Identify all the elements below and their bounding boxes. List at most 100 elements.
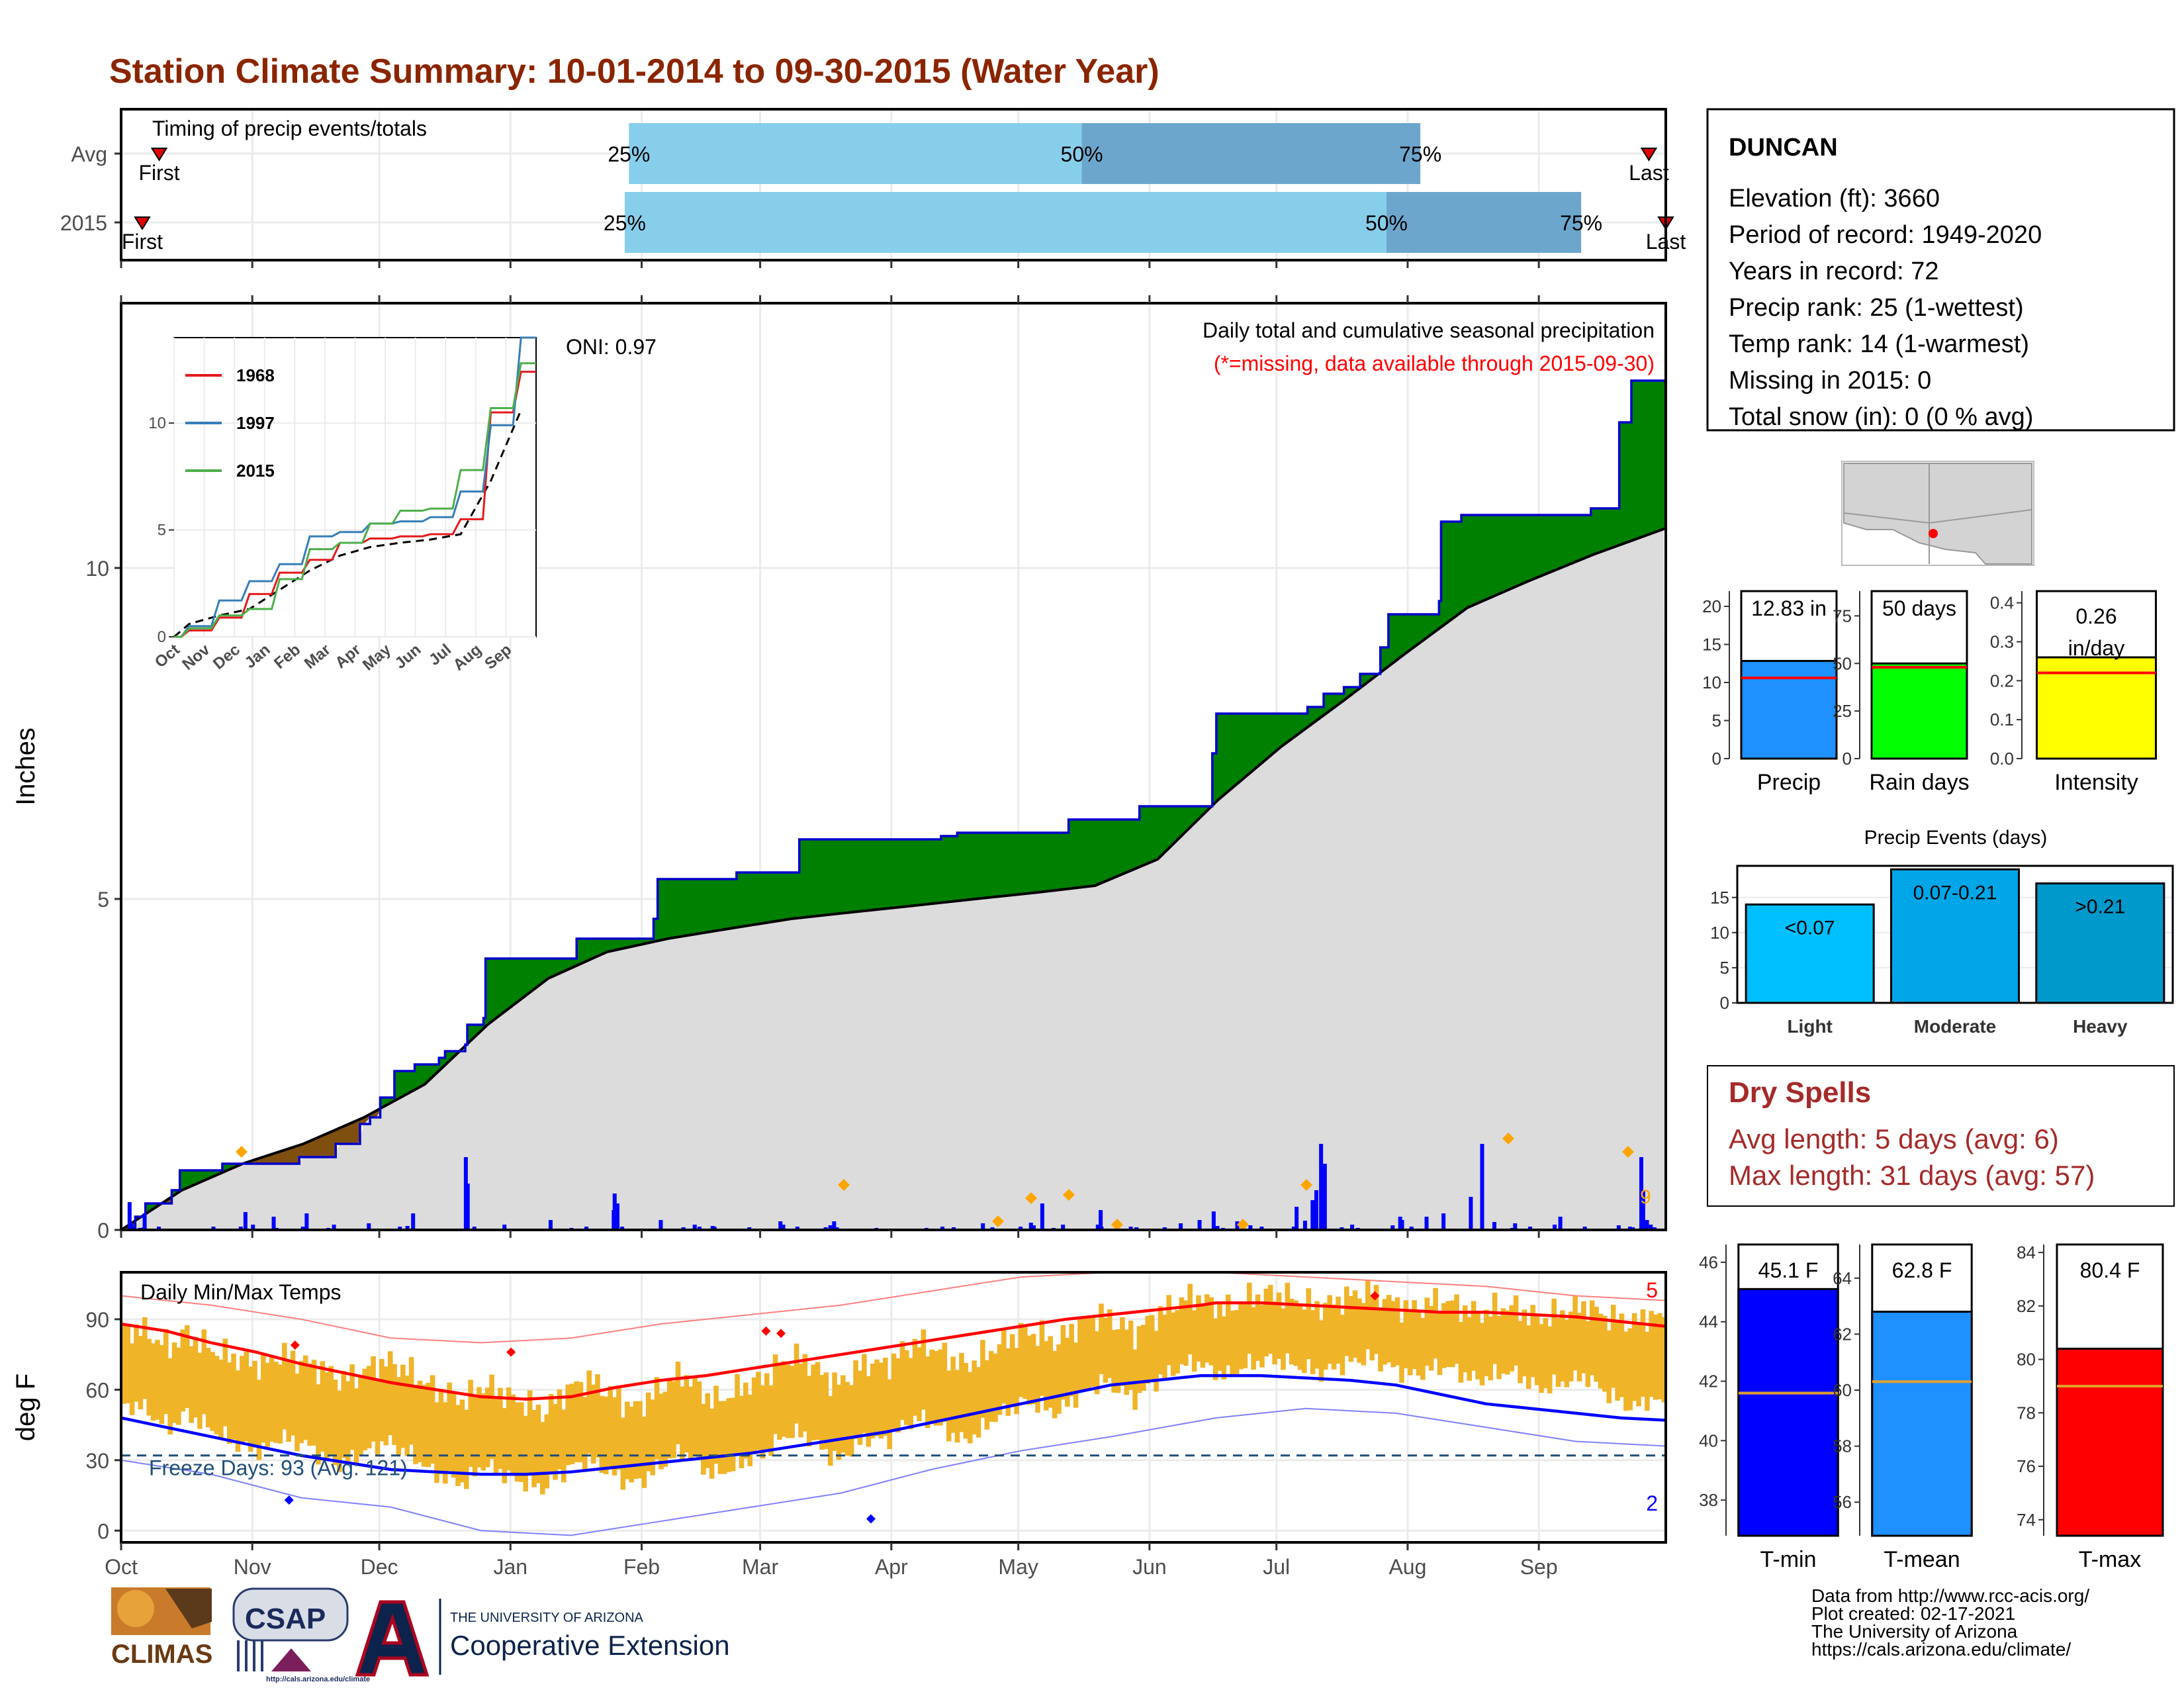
daily-precip-bar — [1528, 1227, 1533, 1230]
daily-temp-bar — [1136, 1326, 1142, 1393]
daily-temp-bar — [404, 1376, 410, 1456]
climas-logo: CLIMAS — [111, 1587, 212, 1669]
q25-label: 25% — [604, 211, 646, 235]
small-y-tick-label: 40 — [1699, 1430, 1718, 1450]
small-y-tick-label: 42 — [1699, 1372, 1718, 1391]
cumulative-area — [121, 529, 1666, 1230]
events-bar — [1745, 903, 1875, 1004]
events-y-tick-label: 10 — [1710, 923, 1729, 943]
daily-precip-bar — [1649, 1225, 1653, 1230]
daily-temp-bar — [993, 1353, 998, 1423]
summary-bar-charts: 0 5 10 15 20 12.83 in Precip 0 25 50 75 50 days Rain… — [1702, 590, 2157, 795]
daily-precip-bar — [1582, 1227, 1587, 1230]
daily-temp-bar — [1576, 1313, 1582, 1382]
daily-temp-bar — [163, 1329, 169, 1415]
daily-temp-bar — [701, 1403, 706, 1475]
daily-temp-bar — [811, 1364, 816, 1440]
daily-temp-bar — [375, 1380, 381, 1457]
daily-temp-bar — [1120, 1317, 1125, 1386]
first-marker — [134, 216, 151, 230]
daily-temp-bar — [311, 1360, 317, 1446]
small-y-tick-label: 10 — [1702, 673, 1721, 692]
daily-temp-bar — [1399, 1322, 1404, 1383]
daily-temp-bar — [557, 1389, 563, 1470]
daily-temp-bar — [1433, 1288, 1438, 1359]
daily-temp-bar — [1221, 1316, 1227, 1380]
daily-temp-bar — [1149, 1315, 1155, 1382]
daily-temp-bar — [1525, 1325, 1531, 1389]
events-y-tick-label: 5 — [1720, 958, 1729, 978]
daily-temp-bar — [1234, 1309, 1240, 1374]
daily-temp-bar — [1378, 1310, 1383, 1372]
daily-temp-bar — [295, 1374, 300, 1452]
daily-temp-bar — [484, 1387, 490, 1468]
daily-precip-bar — [692, 1225, 697, 1230]
month-tick-label: May — [998, 1555, 1038, 1579]
events-bar-label: >0.21 — [2075, 896, 2125, 918]
daily-precip-bar — [1061, 1225, 1066, 1230]
daily-precip-bar — [548, 1220, 553, 1230]
month-tick-label: Nov — [234, 1555, 271, 1579]
daily-temp-bar — [921, 1329, 927, 1410]
daily-temp-bar — [862, 1354, 867, 1433]
daily-temp-bar — [197, 1352, 203, 1429]
daily-temp-bar — [1581, 1301, 1586, 1374]
daily-temp-bar — [1179, 1297, 1185, 1364]
small-y-tick-label: 74 — [2017, 1510, 2036, 1530]
first-label: First — [122, 230, 163, 254]
daily-temp-bar — [1572, 1295, 1578, 1371]
daily-temp-bar — [1297, 1305, 1303, 1370]
daily-temp-bar — [290, 1350, 296, 1436]
daily-temp-bar — [688, 1386, 694, 1462]
month-tick-label: Jun — [1132, 1555, 1167, 1579]
daily-temp-bar — [1547, 1326, 1553, 1393]
month-tick-label: Mar — [742, 1555, 778, 1579]
daily-temp-bar — [1242, 1303, 1248, 1369]
station-line: Elevation (ft): 3660 — [1729, 185, 1940, 212]
daily-precip-bar — [1197, 1220, 1202, 1230]
station-line: Period of record: 1949-2020 — [1729, 221, 2042, 249]
daily-temp-bar — [1158, 1306, 1163, 1375]
daily-temp-bar — [1238, 1304, 1244, 1370]
daily-temp-bar — [1522, 1309, 1527, 1377]
daily-temp-bar — [417, 1380, 423, 1462]
daily-temp-bar — [553, 1403, 558, 1480]
daily-temp-bar — [1141, 1325, 1146, 1391]
daily-temp-bar — [739, 1395, 745, 1469]
small-y-tick-label: 56 — [1833, 1492, 1852, 1512]
first-marker — [150, 148, 168, 162]
q75-label: 75% — [1399, 142, 1441, 166]
timing-bar-q25-q50 — [624, 192, 1387, 253]
extreme-event-marker — [1237, 1219, 1249, 1231]
daily-temp-bar — [1128, 1321, 1134, 1390]
daily-temp-bar — [341, 1371, 347, 1458]
inset-y-tick-label: 5 — [158, 522, 166, 539]
daily-temp-bar — [222, 1338, 228, 1427]
daily-temp-bar — [1306, 1288, 1312, 1360]
daily-temp-bar — [954, 1370, 960, 1443]
daily-temp-bar — [201, 1329, 207, 1415]
inset-legend-label: 1968 — [236, 365, 275, 385]
daily-temp-bar — [142, 1317, 148, 1399]
daily-temp-bar — [387, 1351, 393, 1436]
daily-temp-bar — [1251, 1307, 1256, 1370]
temp-y-tick-label: 0 — [97, 1519, 109, 1543]
daily-temp-bar — [1551, 1298, 1557, 1375]
daily-temp-bar — [138, 1336, 144, 1409]
daily-temp-bar — [963, 1362, 969, 1439]
timing-row-label: Avg — [71, 142, 107, 166]
daily-precip-bar — [1032, 1225, 1036, 1230]
daily-temp-bar — [1348, 1295, 1354, 1362]
daily-temp-bar — [972, 1360, 977, 1434]
month-tick-label: Aug — [1388, 1555, 1426, 1579]
daily-temp-bar — [848, 1385, 854, 1457]
daily-temp-bar — [1187, 1284, 1193, 1354]
precip-frame — [120, 302, 1667, 1231]
events-bar-label: <0.07 — [1785, 917, 1835, 939]
daily-temp-bar — [1030, 1334, 1036, 1405]
daily-temp-bar — [1445, 1301, 1451, 1367]
daily-temp-bar — [565, 1384, 571, 1466]
daily-temp-bar — [129, 1343, 135, 1415]
